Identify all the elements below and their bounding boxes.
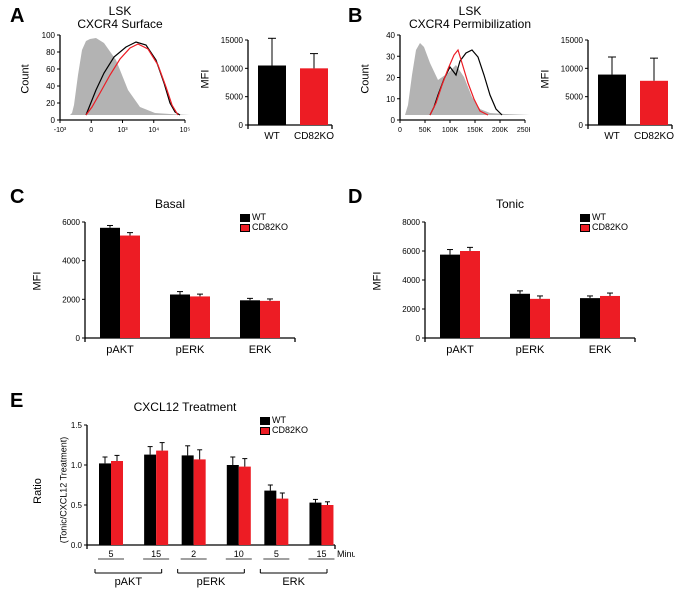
svg-text:pERK: pERK <box>516 344 545 356</box>
panel-d-title: Tonic <box>470 197 550 211</box>
svg-text:5000: 5000 <box>565 93 583 102</box>
svg-text:0: 0 <box>89 127 93 134</box>
svg-text:10: 10 <box>386 95 395 104</box>
svg-text:20: 20 <box>46 99 55 108</box>
panel-a-bar: 0 5000 10000 15000 WT CD82KO <box>220 30 340 150</box>
svg-text:ERK: ERK <box>589 344 612 356</box>
svg-text:2000: 2000 <box>62 295 80 304</box>
svg-text:250K: 250K <box>517 127 530 134</box>
svg-text:pAKT: pAKT <box>446 344 474 356</box>
panel-label-a: A <box>10 5 24 28</box>
svg-text:pAKT: pAKT <box>115 576 143 588</box>
svg-text:1.0: 1.0 <box>71 461 83 470</box>
panel-a-title-top: LSK <box>60 4 180 18</box>
panel-b-title-top: LSK <box>395 4 545 18</box>
svg-text:pERK: pERK <box>176 344 205 356</box>
svg-text:0: 0 <box>416 334 421 343</box>
svg-text:0: 0 <box>398 127 402 134</box>
svg-text:100K: 100K <box>442 127 459 134</box>
svg-text:15000: 15000 <box>221 36 244 45</box>
svg-text:15000: 15000 <box>561 36 584 45</box>
svg-text:40: 40 <box>386 31 395 40</box>
panel-label-b: B <box>348 5 362 28</box>
panel-label-c: C <box>10 186 24 209</box>
svg-text:ERK: ERK <box>282 576 305 588</box>
panel-b-bar-ylabel: MFI <box>539 70 551 89</box>
panel-a-title-bot: CXCR4 Surface <box>60 17 180 31</box>
svg-text:10³: 10³ <box>117 127 128 134</box>
panel-a-hist-ylabel: Count <box>20 64 32 93</box>
svg-text:80: 80 <box>46 48 55 57</box>
panel-d-ylabel: MFI <box>371 272 383 291</box>
svg-text:10⁵: 10⁵ <box>180 127 190 134</box>
panel-e-ylabel-sub: (Tonic/CXCL12 Treatment) <box>58 437 68 544</box>
svg-text:5: 5 <box>274 549 279 559</box>
svg-text:0: 0 <box>391 116 396 125</box>
panel-e-bar: 0.0 0.5 1.0 1.5 5 15 pAKT 2 10 pERK 5 15 ERK Minutes <box>55 415 355 600</box>
panel-c-ylabel: MFI <box>31 272 43 291</box>
svg-text:150K: 150K <box>467 127 484 134</box>
panel-label-e: E <box>10 390 23 413</box>
svg-text:1.5: 1.5 <box>71 421 83 430</box>
svg-text:0: 0 <box>239 121 244 130</box>
svg-text:WT: WT <box>604 131 620 142</box>
panel-label-d: D <box>348 186 362 209</box>
svg-text:30: 30 <box>386 52 395 61</box>
svg-text:0: 0 <box>579 121 584 130</box>
svg-text:2000: 2000 <box>402 305 420 314</box>
svg-text:10000: 10000 <box>221 64 244 73</box>
svg-text:CD82KO: CD82KO <box>634 131 674 142</box>
svg-text:ERK: ERK <box>249 344 272 356</box>
svg-text:10: 10 <box>234 549 244 559</box>
panel-b-title-bot: CXCR4 Permibilization <box>395 17 545 31</box>
svg-text:40: 40 <box>46 82 55 91</box>
panel-d-bar: 0 2000 4000 6000 8000 pAKT pERK ERK <box>395 210 655 365</box>
svg-text:60: 60 <box>46 65 55 74</box>
svg-text:0: 0 <box>51 116 56 125</box>
svg-text:4000: 4000 <box>62 257 80 266</box>
svg-text:WT: WT <box>264 131 280 142</box>
svg-text:10⁴: 10⁴ <box>148 127 159 134</box>
svg-text:200K: 200K <box>492 127 509 134</box>
panel-e-title: CXCL12 Treatment <box>120 400 250 414</box>
svg-text:pAKT: pAKT <box>106 344 134 356</box>
panel-c-title: Basal <box>130 197 210 211</box>
svg-text:0.5: 0.5 <box>71 501 83 510</box>
panel-a-histogram: 0 20 40 60 80 100 -10³ 0 10³ 10⁴ 10⁵ <box>40 30 190 140</box>
panel-c-bar: 0 2000 4000 6000 pAKT pERK ERK <box>55 210 315 365</box>
panel-b-hist-ylabel: Count <box>360 64 372 93</box>
svg-text:8000: 8000 <box>402 218 420 227</box>
svg-text:100: 100 <box>42 31 56 40</box>
svg-text:50K: 50K <box>419 127 432 134</box>
svg-text:15: 15 <box>316 549 326 559</box>
svg-text:0.0: 0.0 <box>71 541 83 550</box>
panel-b-bar: 0 5000 10000 15000 WT CD82KO <box>560 30 680 150</box>
panel-e-ylabel: Ratio <box>32 478 44 504</box>
panel-c-legend: WT CD82KO <box>240 212 288 232</box>
svg-text:15: 15 <box>151 549 161 559</box>
panel-e-legend: WT CD82KO <box>260 415 308 435</box>
svg-text:6000: 6000 <box>62 218 80 227</box>
svg-text:5: 5 <box>108 549 113 559</box>
panel-b-histogram: 0 10 20 30 40 0 50K 100K 150K 200K 250K <box>380 30 530 140</box>
svg-text:-10³: -10³ <box>54 127 67 134</box>
svg-text:4000: 4000 <box>402 276 420 285</box>
svg-text:5000: 5000 <box>225 93 243 102</box>
svg-text:10000: 10000 <box>561 64 584 73</box>
svg-text:20: 20 <box>386 74 395 83</box>
svg-text:pERK: pERK <box>197 576 226 588</box>
panel-a-bar-ylabel: MFI <box>199 70 211 89</box>
svg-text:6000: 6000 <box>402 247 420 256</box>
svg-text:Minutes: Minutes <box>337 549 355 559</box>
svg-text:CD82KO: CD82KO <box>294 131 334 142</box>
panel-d-legend: WT CD82KO <box>580 212 628 232</box>
svg-text:2: 2 <box>191 549 196 559</box>
svg-text:0: 0 <box>76 334 81 343</box>
